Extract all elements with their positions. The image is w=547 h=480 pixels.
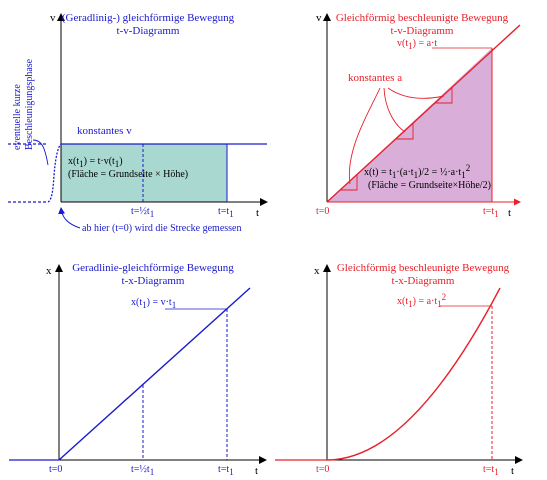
p3-t-axis-label: t bbox=[255, 465, 258, 477]
pointer-curve-2 bbox=[383, 87, 406, 133]
v-line bbox=[326, 24, 521, 203]
p1-accel-note: eventuelle kurze Beschleunigungsphase bbox=[12, 58, 35, 150]
p2-area-description: (Fläche = Grundseite×Höhe/2) bbox=[368, 180, 491, 191]
panel-tx-uniform: Geradlinie-gleichförmige Bewegung t-x-Di… bbox=[9, 262, 267, 477]
p4-t-axis-label: t bbox=[511, 465, 514, 477]
p2-area-formula: x(t) = t1·(a·t1)/2 = ½·a·t12 bbox=[364, 163, 470, 180]
p2-tick-zero: t=0 bbox=[316, 206, 329, 217]
p2-v-label: v(t1) = a·t bbox=[397, 38, 437, 51]
p4-tick-zero: t=0 bbox=[316, 464, 329, 475]
p4-title-line2: t-x-Diagramm bbox=[392, 275, 455, 287]
p4-x-label: x(t1) = a·t12 bbox=[397, 292, 446, 309]
p1-tick-half-t1: t=½t1 bbox=[131, 206, 154, 219]
slope-triangle-3 bbox=[435, 87, 453, 104]
p3-tick-zero: t=0 bbox=[49, 464, 62, 475]
slope-triangle-2 bbox=[396, 123, 414, 140]
p1-tick-t1: t=t1 bbox=[218, 206, 234, 219]
p1-title-line1: (Geradlinig-) gleichförmige Bewegung bbox=[62, 12, 235, 24]
p1-start-note: ab hier (t=0) wird die Strecke gemessen bbox=[82, 223, 241, 234]
p2-t-axis-label: t bbox=[508, 207, 511, 219]
p4-tick-t1: t=t1 bbox=[483, 464, 499, 477]
p1-constant-v-label: konstantes v bbox=[77, 125, 132, 137]
x-line bbox=[58, 287, 251, 461]
p1-accel-note-line1: eventuelle kurze bbox=[12, 84, 23, 150]
area-fill-rectangle bbox=[61, 144, 227, 202]
start-pointer-arrow bbox=[58, 207, 81, 229]
p1-v-axis-label: v bbox=[50, 12, 56, 24]
panel-tv-accelerated: Gleichförmig beschleunigte Bewegung t-v-… bbox=[316, 12, 521, 219]
p4-x-axis-label: x bbox=[314, 265, 320, 277]
p3-tick-t1: t=t1 bbox=[218, 464, 234, 477]
p2-v-axis-label: v bbox=[316, 12, 322, 24]
p1-title-line2: t-v-Diagramm bbox=[117, 25, 180, 37]
p3-title-line1: Geradlinie-gleichförmige Bewegung bbox=[72, 262, 234, 274]
x-parabola bbox=[326, 287, 501, 461]
pointer-curve-1 bbox=[348, 87, 381, 185]
slope-triangle-1 bbox=[340, 174, 358, 191]
p3-tick-half-t1: t=½t1 bbox=[131, 464, 154, 477]
p3-title-line2: t-x-Diagramm bbox=[122, 275, 185, 287]
p2-title-line1: Gleichförmig beschleunigte Bewegung bbox=[336, 12, 509, 24]
p2-constant-a-label: konstantes a bbox=[348, 72, 402, 84]
p1-accel-note-line2: Beschleunigungsphase bbox=[24, 58, 35, 150]
p1-area-description: (Fläche = Grundseite × Höhe) bbox=[68, 169, 188, 180]
p2-title-line2: t-v-Diagramm bbox=[391, 25, 454, 37]
pointer-curve-3 bbox=[387, 87, 445, 99]
acceleration-curve bbox=[47, 143, 62, 203]
p1-area-formula: x(t1) = t·v(t1) bbox=[68, 156, 123, 169]
p3-x-label: x(t1) = v·t1 bbox=[131, 297, 176, 310]
p1-t-axis-label: t bbox=[256, 207, 259, 219]
p2-tick-t1: t=t1 bbox=[483, 206, 499, 219]
panel-tv-uniform: (Geradlinig-) gleichförmige Bewegung t-v… bbox=[8, 12, 268, 234]
p4-title-line1: Gleichförmig beschleunigte Bewegung bbox=[337, 262, 510, 274]
accel-note-bracket bbox=[32, 139, 49, 166]
panel-tx-accelerated: Gleichförmig beschleunigte Bewegung t-x-… bbox=[275, 262, 523, 477]
p3-x-axis-label: x bbox=[46, 265, 52, 277]
